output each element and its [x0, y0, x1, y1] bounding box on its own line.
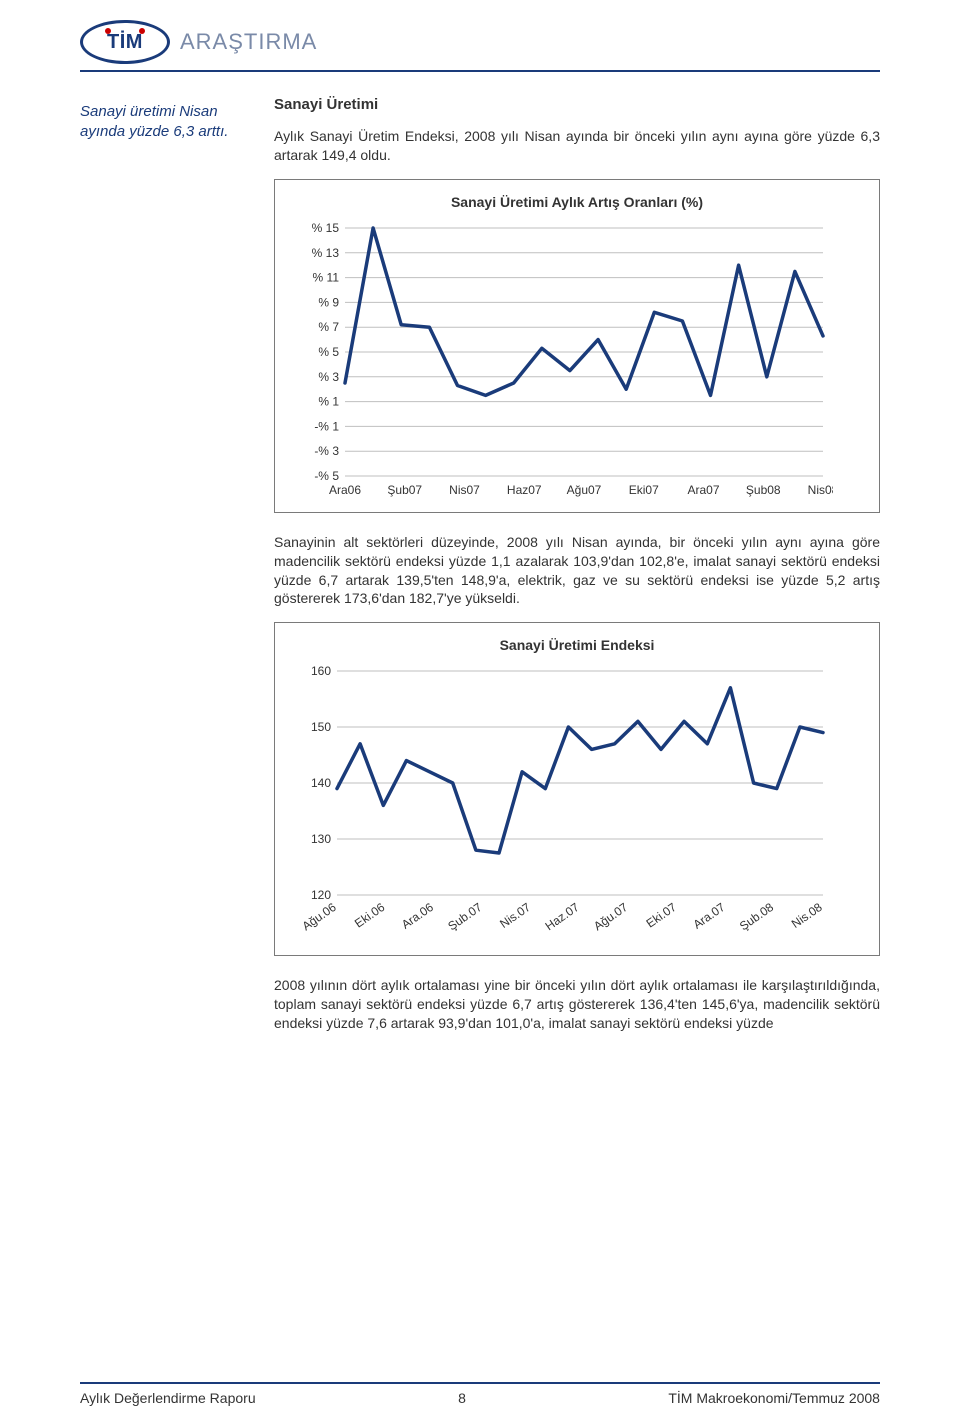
chart-2-svg: 120 130 140 150 160 Ağu.06 Eki.06 Ara.06 Şub.07 N… — [293, 665, 833, 945]
sidebar-note: Sanayi üretimi Nisan ayında yüzde 6,3 ar… — [80, 102, 250, 143]
svg-text:Ara07: Ara07 — [687, 483, 719, 497]
svg-text:160: 160 — [311, 665, 331, 678]
chart-2-area: 120 130 140 150 160 Ağu.06 Eki.06 Ara.06 Şub.07 N… — [293, 665, 861, 945]
svg-text:% 11: % 11 — [313, 270, 340, 284]
svg-text:Haz.07: Haz.07 — [543, 900, 582, 933]
header-logo-row: TİM ARAŞTIRMA — [80, 20, 880, 64]
svg-text:% 13: % 13 — [312, 246, 340, 260]
svg-text:150: 150 — [311, 720, 331, 734]
svg-text:Şub07: Şub07 — [387, 483, 422, 497]
chart-1-area: -% 5 -% 3 -% 1 % 1 % 3 % 5 % 7 % 9 % 11 % 13 % 15 A… — [293, 222, 861, 502]
svg-text:Nis07: Nis07 — [449, 483, 480, 497]
paragraph-2: Sanayinin alt sektörleri düzeyinde, 2008… — [274, 533, 880, 609]
footer-right: TİM Makroekonomi/Temmuz 2008 — [668, 1390, 880, 1406]
svg-text:Nis.07: Nis.07 — [497, 900, 533, 931]
svg-text:130: 130 — [311, 832, 331, 846]
logo-arastirma-text: ARAŞTIRMA — [180, 29, 317, 55]
chart-1-box: Sanayi Üretimi Aylık Artış Oranları (%) … — [274, 179, 880, 513]
svg-text:% 15: % 15 — [312, 222, 340, 235]
svg-text:Ara06: Ara06 — [329, 483, 361, 497]
footer-left: Aylık Değerlendirme Raporu — [80, 1390, 256, 1406]
svg-text:Eki07: Eki07 — [629, 483, 659, 497]
svg-text:Eki.07: Eki.07 — [644, 900, 680, 931]
paragraph-1: Aylık Sanayi Üretim Endeksi, 2008 yılı N… — [274, 127, 880, 165]
content-columns: Sanayi üretimi Nisan ayında yüzde 6,3 ar… — [80, 96, 880, 1047]
svg-text:Eki.06: Eki.06 — [352, 900, 388, 931]
svg-text:% 5: % 5 — [318, 345, 339, 359]
chart-2-title: Sanayi Üretimi Endeksi — [293, 637, 861, 653]
logo-tim-text: TİM — [107, 31, 143, 54]
svg-text:Ağu.07: Ağu.07 — [591, 900, 630, 933]
svg-text:Ağu.06: Ağu.06 — [300, 900, 339, 933]
svg-text:Ağu07: Ağu07 — [567, 483, 602, 497]
footer: Aylık Değerlendirme Raporu 8 TİM Makroek… — [80, 1382, 880, 1406]
page: TİM ARAŞTIRMA Sanayi üretimi Nisan ayınd… — [0, 0, 960, 1428]
svg-text:% 1: % 1 — [318, 394, 339, 408]
footer-page-number: 8 — [458, 1390, 466, 1406]
footer-divider — [80, 1382, 880, 1384]
main-column: Sanayi Üretimi Aylık Sanayi Üretim Endek… — [274, 96, 880, 1047]
header-divider — [80, 70, 880, 72]
svg-text:120: 120 — [311, 888, 331, 902]
svg-text:Ara.07: Ara.07 — [691, 900, 728, 932]
chart-2-box: Sanayi Üretimi Endeksi 120 130 140 150 160 Ağ… — [274, 622, 880, 956]
chart-1-svg: -% 5 -% 3 -% 1 % 1 % 3 % 5 % 7 % 9 % 11 % 13 % 15 A… — [293, 222, 833, 502]
svg-text:Nis.08: Nis.08 — [789, 900, 825, 931]
svg-text:% 7: % 7 — [318, 320, 339, 334]
svg-text:Nis08: Nis08 — [808, 483, 833, 497]
chart-1-title: Sanayi Üretimi Aylık Artış Oranları (%) — [293, 194, 861, 210]
svg-text:% 9: % 9 — [318, 295, 339, 309]
svg-text:Şub.08: Şub.08 — [737, 900, 776, 933]
svg-text:Şub08: Şub08 — [746, 483, 781, 497]
section-title: Sanayi Üretimi — [274, 96, 880, 113]
svg-text:% 3: % 3 — [318, 370, 339, 384]
svg-text:-% 3: -% 3 — [314, 444, 339, 458]
tim-logo-icon: TİM — [80, 20, 170, 64]
svg-text:Haz07: Haz07 — [507, 483, 542, 497]
sidebar: Sanayi üretimi Nisan ayında yüzde 6,3 ar… — [80, 96, 250, 1047]
svg-text:Şub.07: Şub.07 — [445, 900, 484, 933]
svg-text:-% 5: -% 5 — [314, 469, 339, 483]
svg-text:Ara.06: Ara.06 — [399, 900, 436, 932]
paragraph-3: 2008 yılının dört aylık ortalaması yine … — [274, 976, 880, 1033]
footer-row: Aylık Değerlendirme Raporu 8 TİM Makroek… — [80, 1390, 880, 1406]
svg-text:140: 140 — [311, 776, 331, 790]
svg-text:-% 1: -% 1 — [314, 419, 339, 433]
